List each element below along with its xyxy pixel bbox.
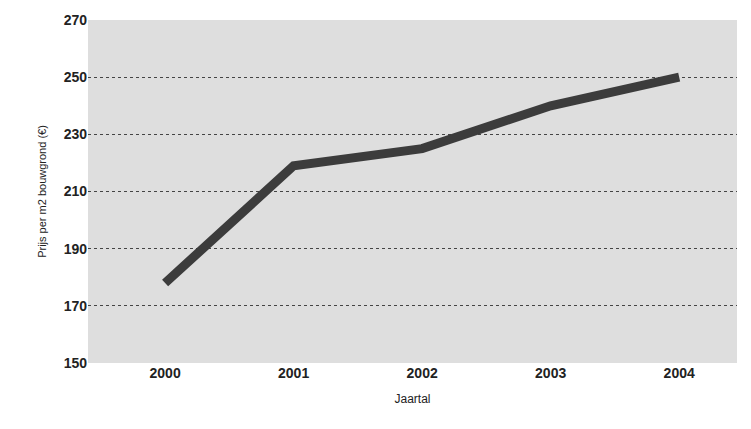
svg-text:Jaartal: Jaartal: [394, 392, 430, 406]
svg-text:2001: 2001: [278, 365, 309, 381]
svg-text:210: 210: [64, 183, 88, 199]
svg-text:230: 230: [64, 126, 88, 142]
svg-text:Prijs per m2 bouwgrond (€): Prijs per m2 bouwgrond (€): [36, 125, 48, 258]
svg-text:170: 170: [64, 298, 88, 314]
svg-text:250: 250: [64, 69, 88, 85]
svg-text:270: 270: [64, 12, 88, 28]
svg-text:190: 190: [64, 241, 88, 257]
svg-text:2000: 2000: [150, 365, 181, 381]
svg-text:2004: 2004: [664, 365, 695, 381]
svg-text:2002: 2002: [407, 365, 438, 381]
svg-text:2003: 2003: [535, 365, 566, 381]
svg-text:150: 150: [64, 355, 88, 371]
